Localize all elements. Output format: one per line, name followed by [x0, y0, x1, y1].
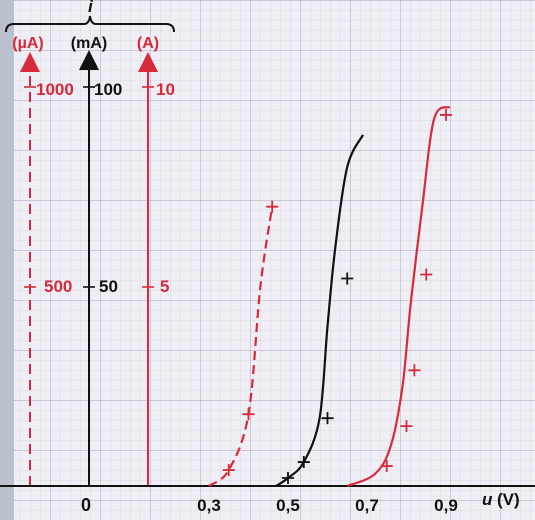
x-tick-0-9: 0,9 [434, 496, 458, 515]
x-axis-unit: (V) [497, 490, 520, 509]
curves-layer [208, 105, 452, 488]
series-0-point-0 [222, 464, 235, 477]
series-2-point-4 [440, 108, 452, 121]
series-1-point-1 [297, 456, 310, 469]
y-axis-label: i [88, 0, 94, 16]
series-2-point-2 [408, 364, 421, 377]
series-0-line [208, 206, 274, 487]
x-tick-0-3: 0,3 [197, 496, 221, 515]
y-tick-A-5: 5 [160, 277, 169, 296]
series-1-point-0 [282, 472, 294, 485]
series-0-point-2 [266, 200, 279, 213]
series-1-point-3 [341, 272, 354, 285]
y-scales-brace [5, 15, 175, 33]
series-2-point-1 [400, 420, 413, 433]
series-1-line [275, 134, 364, 487]
grid [14, 0, 535, 520]
x-tick-0-5: 0,5 [276, 496, 300, 515]
series-0-point-1 [242, 408, 255, 421]
series-2-point-3 [420, 268, 433, 281]
series-2-point-0 [380, 460, 393, 473]
y-tick-A-10: 10 [156, 80, 175, 99]
y-tick-marks [24, 86, 154, 288]
y-tick-uA-500: 500 [44, 277, 72, 296]
y-unit-A: (A) [137, 35, 159, 52]
series-1-point-2 [321, 412, 334, 425]
x-origin-label: 0 [81, 495, 91, 515]
y-tick-uA-1000: 1000 [36, 80, 74, 99]
y-tick-mA-100: 100 [94, 80, 122, 99]
y-unit-mA: (mA) [71, 35, 107, 52]
series-2-line [346, 105, 451, 488]
x-tick-0-7: 0,7 [355, 496, 379, 515]
y-unit-uA: (µA) [12, 35, 43, 52]
x-axis-var: u [482, 490, 493, 509]
y-tick-mA-50: 50 [99, 277, 118, 296]
